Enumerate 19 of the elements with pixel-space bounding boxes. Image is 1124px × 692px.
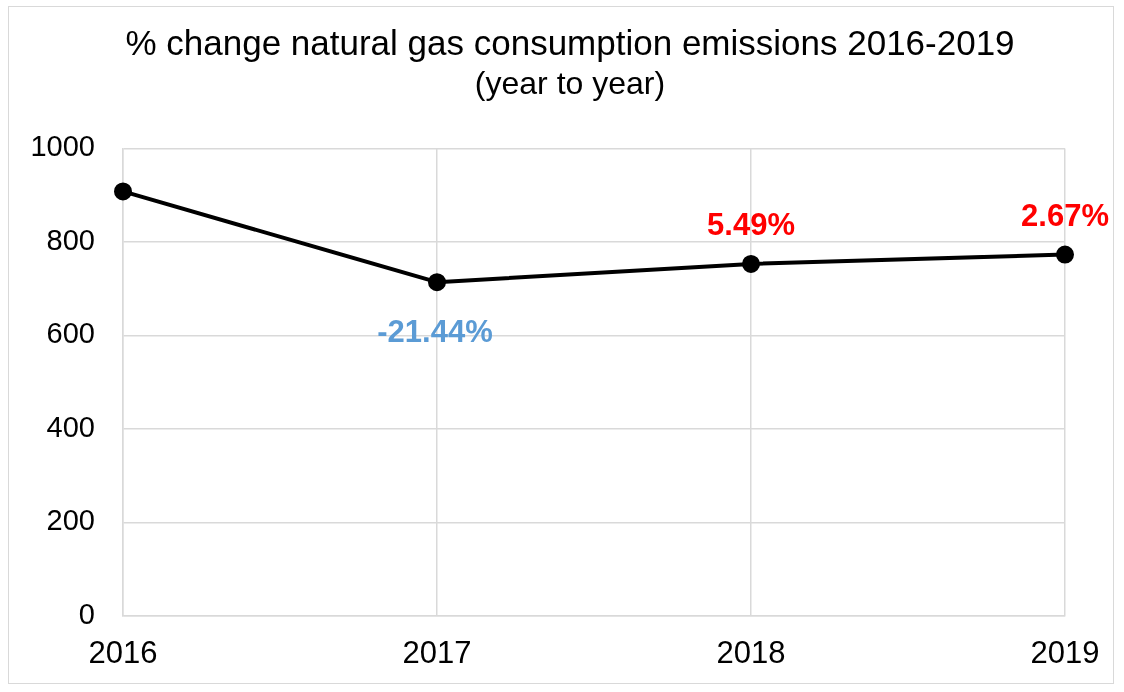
y-tick-label: 600 <box>46 317 95 350</box>
point <box>114 182 132 201</box>
x-tick-label: 2019 <box>1030 635 1100 671</box>
point <box>428 273 446 292</box>
point <box>742 254 760 273</box>
y-tick-label: 800 <box>46 223 95 256</box>
x-tick-label: 2016 <box>88 635 158 671</box>
point <box>1056 245 1074 264</box>
y-tick-label: 0 <box>78 598 95 630</box>
annotation: -21.44% <box>377 313 493 349</box>
x-tick-label: 2017 <box>402 635 472 671</box>
y-tick-label: 200 <box>46 504 95 537</box>
y-tick-label: 1000 <box>30 130 95 163</box>
chart-title: % change natural gas consumption emissions 2016-2019 <box>125 22 1015 62</box>
chart-subtitle: (year to year) <box>474 65 666 102</box>
y-tick-label: 400 <box>46 410 95 443</box>
annotation: 5.49% <box>707 207 795 243</box>
annotation: 2.67% <box>1021 198 1109 234</box>
x-tick-label: 2018 <box>716 635 786 671</box>
